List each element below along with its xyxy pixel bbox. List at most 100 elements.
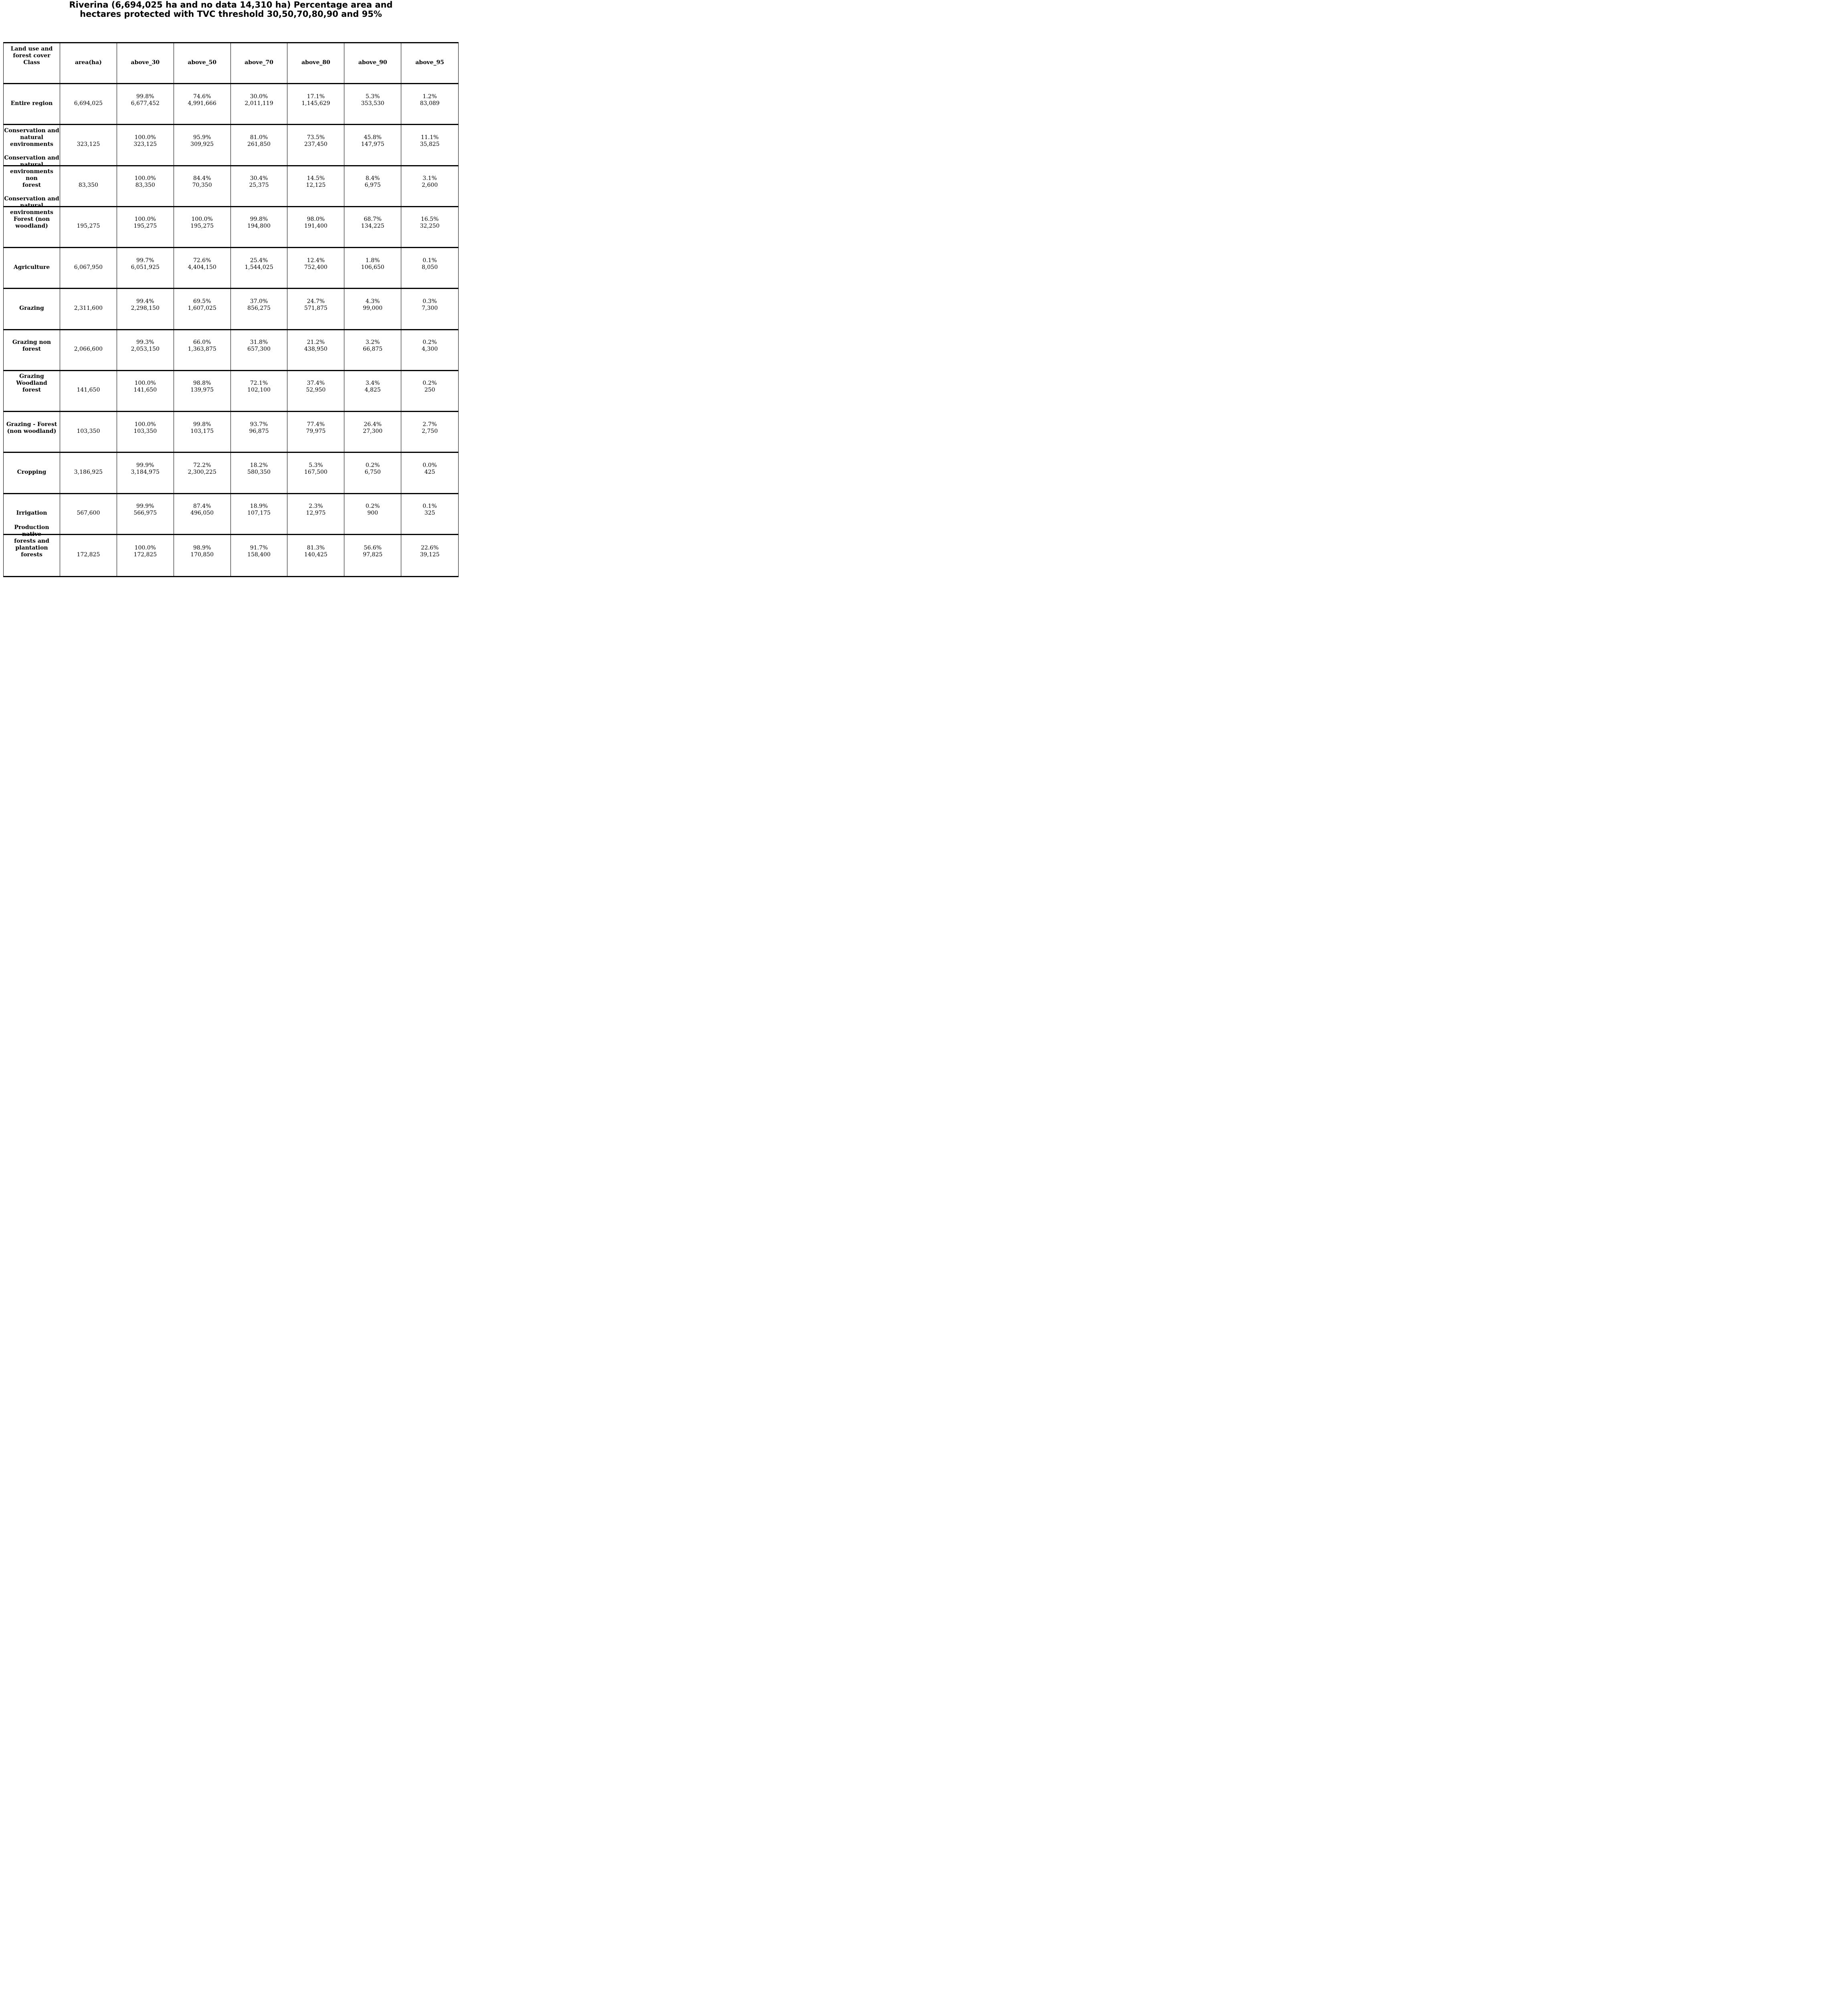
pct-value: 99.8% [250, 216, 268, 223]
value-cell: 1.2% 83,089 [401, 84, 458, 125]
header-label: above_50 [188, 59, 216, 66]
value-cell: 99.3% 2,053,150 [117, 330, 174, 371]
area-value: 141,650 [77, 387, 100, 394]
header-label: above_30 [131, 59, 160, 66]
land-use-table: Land use and forest cover Class area(ha) a… [3, 42, 459, 577]
value-cell: 11.1% 35,825 [401, 125, 458, 166]
value-cell: 2.3% 12,975 [287, 494, 345, 535]
pct-value: 100.0% [134, 380, 156, 387]
pct-value: 26.4% [364, 421, 382, 428]
header-label: above_70 [245, 59, 273, 66]
row-label-cell: Grazing [4, 289, 60, 330]
ha-value: 103,350 [133, 428, 157, 434]
pct-value: 30.4% [250, 175, 268, 182]
ha-value: 194,800 [247, 223, 271, 230]
row-label: Conservation and natural environments [4, 127, 59, 148]
pct-value: 100.0% [134, 175, 156, 182]
value-pair: 0.1% 8,050 [402, 257, 458, 271]
value-pair: 22.6% 39,125 [402, 545, 458, 558]
value-cell: 18.2% 580,350 [230, 453, 288, 494]
pct-value: 100.0% [134, 216, 156, 223]
area-cell: 2,066,600 [60, 330, 117, 371]
value-cell: 2.7% 2,750 [401, 412, 458, 453]
value-pair: 17.1% 1,145,629 [288, 93, 344, 107]
ha-value: 900 [367, 510, 378, 517]
value-cell: 22.6% 39,125 [401, 535, 458, 576]
value-cell: 17.1% 1,145,629 [287, 84, 345, 125]
value-pair: 0.2% 6,750 [345, 462, 400, 476]
value-cell: 37.4% 52,950 [287, 371, 345, 412]
ha-value: 97,825 [363, 552, 383, 558]
pct-value: 5.3% [309, 462, 323, 469]
ha-value: 158,400 [247, 552, 271, 558]
pct-value: 98.9% [193, 545, 211, 552]
ha-value: 195,275 [190, 223, 214, 230]
value-cell: 99.7% 6,051,925 [117, 248, 174, 289]
value-cell: 66.0% 1,363,875 [174, 330, 231, 371]
ha-value: 147,975 [361, 141, 384, 148]
ha-value: 6,051,925 [131, 264, 160, 271]
value-pair: 45.8% 147,975 [345, 134, 400, 148]
pct-value: 22.6% [421, 545, 439, 552]
ha-value: 4,825 [364, 387, 381, 394]
value-cell: 100.0% 195,275 [174, 207, 231, 248]
area-cell: 172,825 [60, 535, 117, 576]
value-cell: 99.8% 6,677,452 [117, 84, 174, 125]
value-cell: 14.5% 12,125 [287, 166, 345, 207]
ha-value: 1,363,875 [188, 346, 216, 353]
value-cell: 84.4% 70,350 [174, 166, 231, 207]
value-pair: 24.7% 571,875 [288, 298, 344, 312]
row-label-cell: Conservation and natural environments no… [4, 155, 60, 207]
pct-value: 1.8% [365, 257, 380, 264]
ha-value: 353,530 [361, 100, 384, 107]
value-cell: 1.8% 106,650 [344, 248, 402, 289]
header-label: above_90 [358, 59, 387, 66]
pct-value: 37.4% [307, 380, 325, 387]
value-pair: 100.0% 195,275 [117, 216, 173, 230]
header-label: above_95 [415, 59, 444, 66]
value-pair: 0.2% 900 [345, 503, 400, 517]
value-pair: 0.2% 250 [402, 380, 458, 394]
ha-value: 571,875 [304, 305, 328, 311]
value-pair: 8.4% 6,975 [345, 175, 400, 189]
value-pair: 100.0% 141,650 [117, 380, 173, 394]
value-cell: 8.4% 6,975 [344, 166, 402, 207]
value-cell: 3.4% 4,825 [344, 371, 402, 412]
area-cell: 323,125 [60, 125, 117, 166]
ha-value: 134,225 [361, 223, 384, 230]
ha-value: 170,850 [190, 552, 214, 558]
value-cell: 91.7% 158,400 [231, 535, 288, 576]
value-pair: 3.2% 66,875 [345, 339, 400, 353]
value-pair: 99.8% 6,677,452 [117, 93, 173, 107]
value-cell: 100.0% 103,350 [117, 412, 174, 453]
area-cell: 103,350 [60, 412, 117, 453]
area-value: 6,067,950 [74, 264, 103, 271]
value-cell: 0.2% 900 [344, 494, 402, 535]
pct-value: 2.3% [309, 503, 323, 510]
value-cell: 0.2% 6,750 [344, 453, 402, 494]
ha-value: 7,300 [422, 305, 438, 311]
header-cell: above_95 [401, 43, 458, 85]
header-cell: above_30 [117, 43, 174, 85]
header-cell: area(ha) [60, 43, 117, 85]
ha-value: 325 [424, 510, 435, 517]
ha-value: 52,950 [306, 387, 326, 394]
row-label: Grazing non forest [12, 339, 51, 353]
page-title: Riverina (6,694,025 ha and no data 14,31… [0, 0, 462, 19]
pct-value: 100.0% [134, 545, 156, 552]
ha-value: 35,825 [420, 141, 440, 148]
ha-value: 261,850 [247, 141, 271, 148]
footer-logos: CSIRO [0, 600, 462, 638]
title-line-1: Riverina (6,694,025 ha and no data 14,31… [69, 0, 393, 10]
value-pair: 14.5% 12,125 [288, 175, 344, 189]
area-value: 2,066,600 [74, 346, 103, 353]
pct-value: 56.6% [364, 545, 382, 552]
ha-value: 2,750 [422, 428, 438, 434]
ha-value: 4,300 [422, 346, 438, 353]
pct-value: 72.6% [193, 257, 211, 264]
value-pair: 99.3% 2,053,150 [117, 339, 173, 353]
value-pair: 18.9% 107,175 [231, 503, 287, 517]
value-cell: 99.9% 566,975 [117, 494, 174, 535]
area-value: 323,125 [77, 141, 100, 148]
value-pair: 0.2% 4,300 [402, 339, 458, 353]
